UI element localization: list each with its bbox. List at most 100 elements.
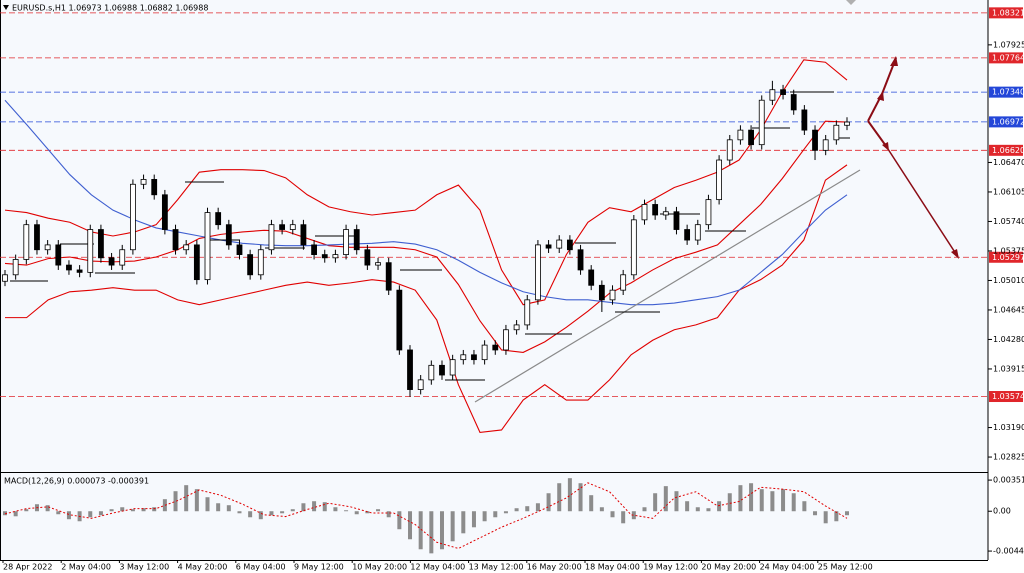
y-tick-label: 1.07925 — [993, 40, 1024, 49]
y-tick-label: 1.05740 — [993, 217, 1024, 226]
macd-bar — [621, 511, 626, 524]
macd-bar — [557, 483, 562, 512]
y-tick-label: 1.03915 — [993, 364, 1024, 373]
price-axis-background — [988, 0, 1024, 573]
candle-body — [513, 324, 520, 331]
candle-body — [609, 289, 616, 301]
candle-body — [98, 229, 104, 259]
macd-bar — [56, 511, 61, 515]
macd-panel: 0.003513 0.00 -0.004493 — [3, 476, 1024, 556]
chart-title: EURUSD.s,H1 1.06973 1.06988 1.06882 1.06… — [12, 4, 208, 13]
y-tick-label: 1.06470 — [993, 158, 1024, 167]
macd-bar — [503, 511, 508, 514]
candle-body — [492, 344, 499, 351]
candle-body — [183, 244, 190, 251]
x-tick-label: 25 May 12:00 — [818, 563, 873, 572]
candle-body — [620, 274, 627, 291]
plot-background — [0, 0, 988, 560]
candle-body — [279, 224, 286, 230]
macd-bar — [322, 502, 327, 512]
band-upper — [4, 59, 848, 306]
candle-body — [236, 244, 243, 255]
macd-bar — [173, 491, 178, 512]
y-tick-label: 1.02825 — [993, 453, 1024, 462]
macd-bar — [184, 485, 189, 512]
candle-body — [684, 229, 691, 241]
moving-average — [4, 99, 848, 306]
trend-line — [474, 169, 861, 403]
x-tick-label: 13 May 12:00 — [469, 563, 524, 572]
macd-bar — [333, 507, 338, 512]
candle-body — [23, 224, 30, 260]
macd-bar — [471, 511, 476, 528]
level-label-bg — [989, 391, 1023, 403]
macd-bar — [3, 511, 7, 516]
candle-body — [215, 212, 222, 226]
macd-bar — [727, 493, 732, 512]
candle-body — [652, 204, 659, 216]
candle-body — [34, 224, 40, 251]
candle-body — [321, 254, 328, 259]
macd-bar — [258, 511, 263, 520]
macd-bar — [834, 511, 839, 522]
candle-body — [481, 344, 488, 361]
macd-bar — [610, 511, 615, 518]
macd-bar — [450, 511, 455, 542]
menu-triangle[interactable] — [3, 5, 9, 10]
macd-bar — [418, 511, 423, 550]
candle-body — [343, 229, 349, 255]
macd-bar — [631, 511, 636, 520]
macd-bar — [514, 508, 519, 512]
candle-body — [790, 94, 797, 111]
candle-body — [247, 254, 254, 276]
macd-bar — [706, 508, 711, 512]
candle-body — [428, 364, 435, 381]
level-label-bg — [989, 7, 1023, 19]
candle-body — [439, 364, 445, 376]
candle-body — [801, 109, 808, 131]
candle-body — [257, 249, 264, 276]
candle-body — [44, 244, 51, 251]
macd-bar — [13, 511, 18, 517]
candle-body — [76, 269, 83, 273]
candle-body — [364, 249, 371, 266]
candles — [2, 80, 850, 397]
macd-bar — [738, 485, 743, 512]
macd-bar — [152, 507, 157, 512]
candle-body — [577, 249, 584, 271]
level-label: 1.05297 — [992, 253, 1024, 262]
candle-body — [716, 159, 723, 201]
macd-bar — [45, 505, 50, 512]
macd-bar — [749, 483, 754, 512]
band-middle — [4, 120, 848, 353]
candle-body — [417, 379, 424, 390]
candle-body — [748, 129, 754, 146]
candle-body — [12, 259, 19, 276]
macd-bar — [280, 511, 285, 514]
level-label: 1.06620 — [992, 146, 1024, 155]
candle-body — [535, 244, 541, 301]
candle-body — [449, 359, 456, 376]
macd-bar — [717, 501, 722, 512]
level-label-bg — [989, 251, 1023, 263]
candle-body — [193, 244, 200, 281]
macd-y-tick-label: -0.004493 — [993, 547, 1024, 556]
candle-body — [598, 284, 605, 301]
candle-body — [780, 89, 786, 95]
macd-bar — [674, 491, 679, 512]
macd-bar — [269, 511, 274, 516]
candle-body — [268, 224, 275, 251]
candle-body — [524, 299, 531, 326]
macd-bar — [845, 511, 849, 516]
candle-body — [769, 89, 776, 101]
candle-body — [396, 289, 403, 351]
macd-bar — [216, 503, 221, 512]
macd-bar — [567, 478, 572, 512]
candle-body — [66, 264, 72, 271]
candle-body — [630, 219, 637, 276]
x-tick-label: 9 May 12:00 — [294, 563, 344, 572]
candle-body — [641, 204, 648, 221]
x-tick-label: 12 May 04:00 — [410, 563, 465, 572]
level-label-bg — [989, 86, 1023, 98]
